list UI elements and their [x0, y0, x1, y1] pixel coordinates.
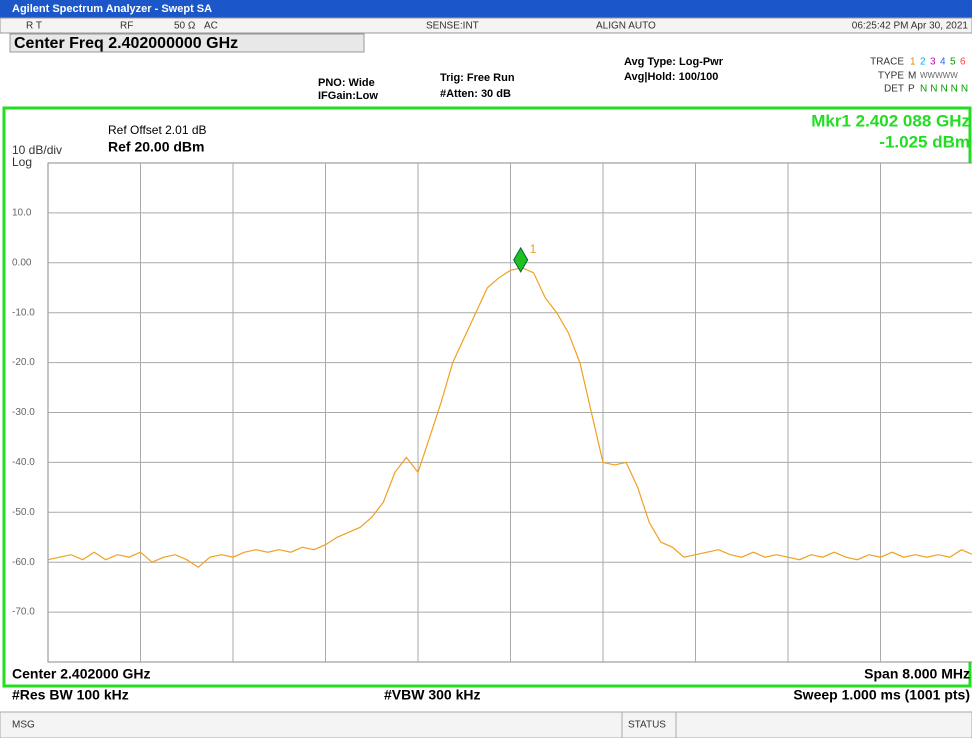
y-tick-label: 0.00 — [12, 257, 32, 268]
y-tick-label: -20.0 — [12, 357, 35, 368]
trace — [47, 267, 972, 568]
datetime: 06:25:42 PM Apr 30, 2021 — [852, 21, 969, 32]
y-tick-label: -50.0 — [12, 507, 35, 518]
y-tick-label: -30.0 — [12, 407, 35, 418]
title-bar — [0, 0, 972, 18]
marker — [513, 246, 529, 273]
trace-number: 3 — [930, 57, 936, 68]
type-value: M — [908, 71, 916, 82]
atten: #Atten: 30 dB — [440, 88, 511, 100]
footer-bar — [0, 711, 972, 739]
ref-level: Ref 20.00 dBm — [108, 139, 204, 155]
sweep: Sweep 1.000 ms (1001 pts) — [793, 687, 970, 703]
y-tick-label: -10.0 — [12, 307, 35, 318]
y-tick-label: -40.0 — [12, 457, 35, 468]
trace-number: 5 — [950, 57, 956, 68]
status: STATUS — [628, 720, 666, 731]
trace-number: 1 — [910, 57, 916, 68]
msg: MSG — [12, 720, 35, 731]
scale: 10 dB/div — [12, 143, 62, 157]
det-rest: NNNNN — [920, 84, 971, 95]
align: ALIGN AUTO — [596, 21, 656, 32]
type-label: TYPE — [878, 71, 904, 82]
det-label: DET — [884, 84, 904, 95]
marker-label: 1 — [530, 242, 537, 256]
type-rest: WWWWW — [920, 71, 958, 80]
marker-freq: Mkr1 2.402 088 GHz — [811, 111, 970, 130]
mode: R T — [26, 21, 42, 32]
y-tick-label: 10.0 — [12, 208, 32, 219]
avg-hold: Avg|Hold: 100/100 — [624, 71, 718, 83]
sense: SENSE:INT — [426, 21, 479, 32]
trace-number: 6 — [960, 57, 966, 68]
coupling: AC — [204, 21, 218, 32]
ifgain: IFGain:Low — [318, 90, 378, 102]
trig: Trig: Free Run — [440, 72, 515, 84]
avg-type: Avg Type: Log-Pwr — [624, 56, 724, 68]
center-freq-box — [9, 33, 365, 53]
y-tick-label: -70.0 — [12, 607, 35, 618]
window-title: Agilent Spectrum Analyzer - Swept SA — [12, 3, 212, 15]
trace-number: 4 — [940, 57, 946, 68]
scale-type: Log — [12, 155, 32, 169]
ref-offset: Ref Offset 2.01 dB — [108, 123, 207, 137]
vbw: #VBW 300 kHz — [384, 687, 480, 703]
rf: RF — [120, 21, 133, 32]
marker-amp: -1.025 dBm — [879, 132, 970, 151]
status-row — [0, 17, 972, 34]
y-tick-label: -60.0 — [12, 557, 35, 568]
center-freq: Center Freq 2.402000000 GHz — [14, 35, 238, 52]
center: Center 2.402000 GHz — [12, 666, 151, 682]
span: Span 8.000 MHz — [864, 666, 970, 682]
rbw: #Res BW 100 kHz — [12, 687, 129, 703]
trace-label: TRACE — [870, 57, 904, 68]
det-value: P — [908, 84, 915, 95]
pno: PNO: Wide — [318, 77, 375, 89]
trace-number: 2 — [920, 57, 926, 68]
impedance: 50 Ω — [174, 21, 196, 32]
